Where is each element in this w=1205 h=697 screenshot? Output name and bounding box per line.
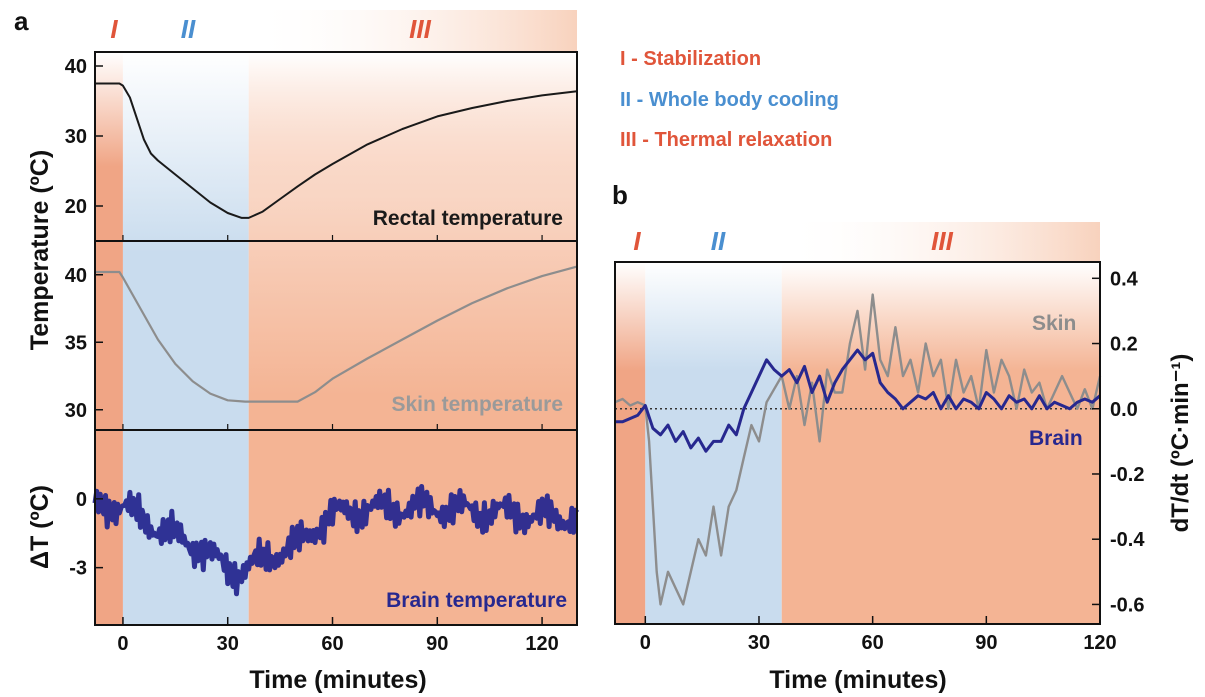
panel-b-phase-backgrounds: [615, 262, 1100, 624]
phase-legend: I - Stabilization II - Whole body coolin…: [620, 48, 839, 151]
panel-b-frame: [614, 261, 1101, 625]
panel-b-ytick-label: 0.2: [1110, 334, 1138, 356]
panel-b-xtick-label: 120: [1083, 632, 1116, 654]
legend-item-stabilization: I - Stabilization: [620, 48, 761, 70]
panel-a-phase-label-1: I: [110, 14, 118, 44]
panel-b-ylabel: dT/dt (ºC·min⁻¹): [1167, 354, 1194, 533]
panel-a-ytick-label: 40: [65, 265, 87, 287]
panel-b-ytick-label: 0.0: [1110, 399, 1138, 421]
panel-b-phase-labels: I II III: [633, 226, 953, 256]
legend-item-thermal-relaxation: III - Thermal relaxation: [620, 129, 832, 151]
panel-a-phase-labels: I II III: [110, 14, 431, 44]
panel-b-label: b: [612, 180, 628, 210]
skin-series-label: Skin: [1032, 312, 1076, 335]
panel-b-phase-strip: [781, 222, 1100, 262]
panel-a-xtick-label: 0: [117, 633, 128, 655]
rectal-temperature-label: Rectal temperature: [373, 207, 563, 230]
skin-temperature-trace: [95, 265, 578, 403]
brain-temperature-label: Brain temperature: [386, 589, 567, 612]
panel-a-ytick-label: 30: [65, 126, 87, 148]
panel-a-xlabel: Time (minutes): [249, 666, 426, 694]
skin-rate-trace: [614, 293, 1102, 606]
panel-a-ytick-label: -3: [69, 558, 87, 580]
panel-a-phase-III-strip: [248, 10, 577, 52]
panel-a-ytick-label: 20: [65, 196, 87, 218]
panel-a-phase-I-band: [95, 52, 123, 625]
panel-b-xtick-label: 90: [975, 632, 997, 654]
panel-a-delta-ylabel: ΔT (ºC): [26, 485, 54, 569]
skin-temperature-label: Skin temperature: [391, 393, 563, 416]
panel-b-phase-label-2: II: [711, 226, 726, 256]
panel-b-ytick-label: -0.4: [1110, 529, 1145, 551]
panel-b-xtick-label: 60: [862, 632, 884, 654]
panel-a-ytick-label: 35: [65, 332, 87, 354]
panel-b-phase-I-band: [615, 262, 646, 624]
panel-b-phase-III-band: [781, 262, 1100, 624]
panel-b-ytick-label: 0.4: [1110, 268, 1139, 290]
panel-b-ticks: 0.4 0.2 0.0 -0.2 -0.4 -0.6 0 30 60 90 120: [640, 268, 1146, 654]
panel-b-ytick-label: -0.6: [1110, 594, 1144, 616]
panel-a-label: a: [14, 6, 29, 36]
panel-b-plot-frame: [614, 261, 1101, 625]
legend-item-whole-body-cooling: II - Whole body cooling: [620, 89, 839, 111]
panel-b-xtick-label: 30: [748, 632, 770, 654]
panel-b-phase-label-1: I: [633, 226, 641, 256]
panel-a-ytick-label: 0: [76, 489, 87, 511]
panel-a-ytick-label: 30: [65, 400, 87, 422]
panel-a-phase-label-3: III: [409, 14, 431, 44]
panel-b-xtick-label: 0: [640, 632, 651, 654]
rectal-temperature-trace: [95, 82, 578, 219]
panel-a-subplot-3-frame: [94, 429, 578, 626]
panel-a-frames: [94, 51, 578, 626]
brain-rate-trace: [615, 348, 1101, 453]
panel-a-xtick-label: 120: [525, 633, 558, 655]
panel-a-phase-label-2: II: [181, 14, 196, 44]
panel-a-phase-strip: [248, 10, 577, 52]
brain-temperature-trace: [92, 484, 580, 597]
panel-b-phase-label-3: III: [931, 226, 953, 256]
panel-a-xtick-label: 30: [217, 633, 239, 655]
panel-b-phase-III-strip: [781, 222, 1100, 262]
brain-series-label: Brain: [1029, 427, 1083, 450]
panel-a-ytick-label: 40: [65, 56, 87, 78]
panel-a-xtick-label: 60: [321, 633, 343, 655]
panel-a-ticks: 20 30 40 30 35 40 0 -3 0 30 60 90 120: [65, 56, 559, 655]
panel-b-series: [614, 293, 1102, 606]
panel-b-ytick-label: -0.2: [1110, 464, 1144, 486]
panel-a-xtick-label: 90: [426, 633, 448, 655]
panel-b-xlabel: Time (minutes): [769, 666, 946, 694]
panel-a-series: [92, 82, 580, 597]
panel-a-temperature-ylabel: Temperature (ºC): [26, 150, 54, 350]
